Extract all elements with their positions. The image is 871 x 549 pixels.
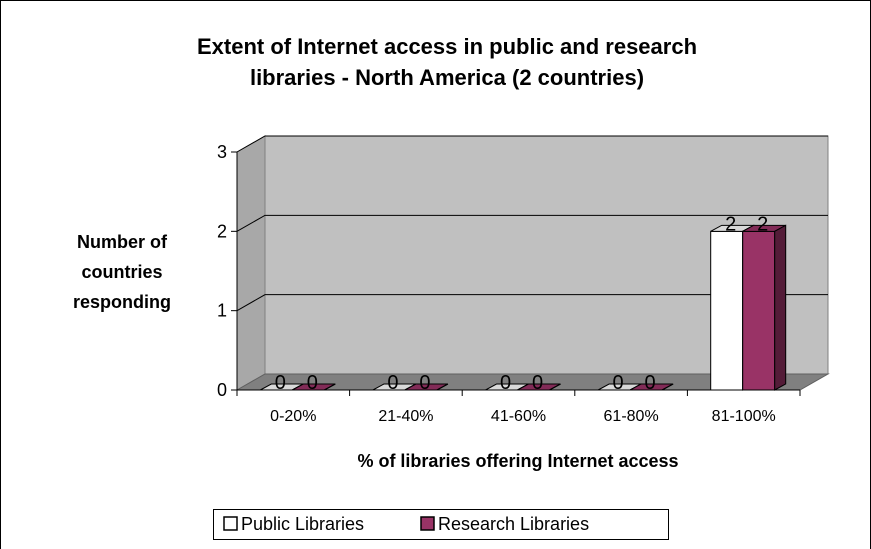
chart-title-line-1: Extent of Internet access in public and … <box>197 34 697 59</box>
x-tick-label: 41-60% <box>491 408 546 425</box>
bar-data-label: 0 <box>387 372 398 394</box>
bar-side <box>549 383 561 391</box>
x-axis-title: % of libraries offering Internet access <box>357 451 678 471</box>
legend: Public Libraries Research Libraries <box>213 509 669 540</box>
legend-swatch-research <box>420 516 435 531</box>
x-tick-label: 61-80% <box>604 408 659 425</box>
x-tick-label: 81-100% <box>712 408 776 425</box>
bar-front <box>710 230 744 391</box>
bar <box>404 383 449 391</box>
plot-side-wall <box>236 135 266 391</box>
bar-data-label: 0 <box>645 372 656 394</box>
bar <box>742 224 787 391</box>
legend-swatch-public <box>223 516 238 531</box>
x-tick-label: 21-40% <box>378 408 433 425</box>
y-axis-title-line-3: responding <box>73 292 171 312</box>
bar-data-label: 2 <box>725 213 736 235</box>
bar-data-label: 0 <box>613 372 624 394</box>
bar-side <box>436 383 449 391</box>
bar-data-label: 0 <box>532 372 543 394</box>
legend-label-research: Research Libraries <box>438 514 589 534</box>
legend-box <box>213 509 669 540</box>
bar <box>292 383 336 391</box>
bar-data-label: 0 <box>419 372 430 394</box>
bar-side <box>324 383 336 391</box>
bar <box>517 383 561 391</box>
y-tick-label: 2 <box>217 221 227 241</box>
bar-front <box>742 230 776 391</box>
bar-data-label: 2 <box>757 213 768 235</box>
chart-title-line-2: libraries - North America (2 countries) <box>250 65 644 90</box>
legend-label-public: Public Libraries <box>241 514 364 534</box>
y-axis-title-line-1: Number of <box>77 232 168 252</box>
bar-side <box>774 224 787 391</box>
bar <box>629 383 674 391</box>
gridline <box>236 135 828 153</box>
y-tick-label: 0 <box>217 380 227 400</box>
y-tick-label: 1 <box>217 301 227 321</box>
x-tick-label: 0-20% <box>270 408 316 425</box>
bar-side <box>661 383 674 391</box>
gridline <box>236 214 828 232</box>
bar-data-label: 0 <box>500 372 511 394</box>
gridline <box>236 294 828 312</box>
y-axis-title-line-2: countries <box>81 262 162 282</box>
y-tick-label: 3 <box>217 142 227 162</box>
bar-data-label: 0 <box>275 372 286 394</box>
bar-data-label: 0 <box>307 372 318 394</box>
